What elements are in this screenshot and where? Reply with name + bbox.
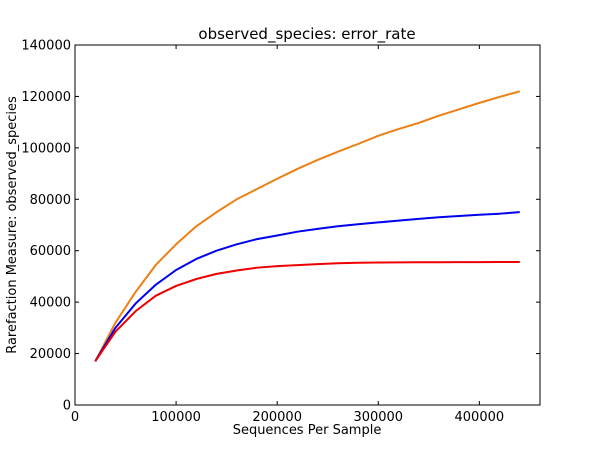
y-tick-label: 80000	[30, 193, 71, 208]
x-tick-label: 100000	[151, 410, 201, 425]
y-tick-label: 20000	[30, 347, 71, 362]
tick-layer: 0 100000 200000 300000 400000 0 20000 40000 6000…	[21, 39, 540, 425]
y-tick-label: 60000	[30, 244, 71, 259]
plot-frame	[74, 44, 541, 406]
x-tick-label: 200000	[252, 410, 302, 425]
series-line-1	[94, 90, 521, 362]
x-tick-label: 400000	[455, 410, 505, 425]
y-axis-title: Rarefaction Measure: observed_species	[5, 96, 20, 354]
y-tick-label: 120000	[21, 90, 71, 105]
y-tick-label: 40000	[30, 296, 71, 311]
x-tick-label: 0	[71, 410, 79, 425]
series-line-3	[94, 261, 520, 362]
x-axis-title: Sequences Per Sample	[233, 423, 382, 438]
series-line-2	[94, 211, 520, 362]
y-tick-label: 0	[63, 399, 71, 414]
y-tick-label: 140000	[21, 39, 71, 54]
chart-title: observed_species: error_rate	[198, 25, 415, 44]
y-tick-label: 100000	[21, 141, 71, 156]
x-tick-label: 300000	[353, 410, 403, 425]
series-layer	[94, 90, 521, 362]
